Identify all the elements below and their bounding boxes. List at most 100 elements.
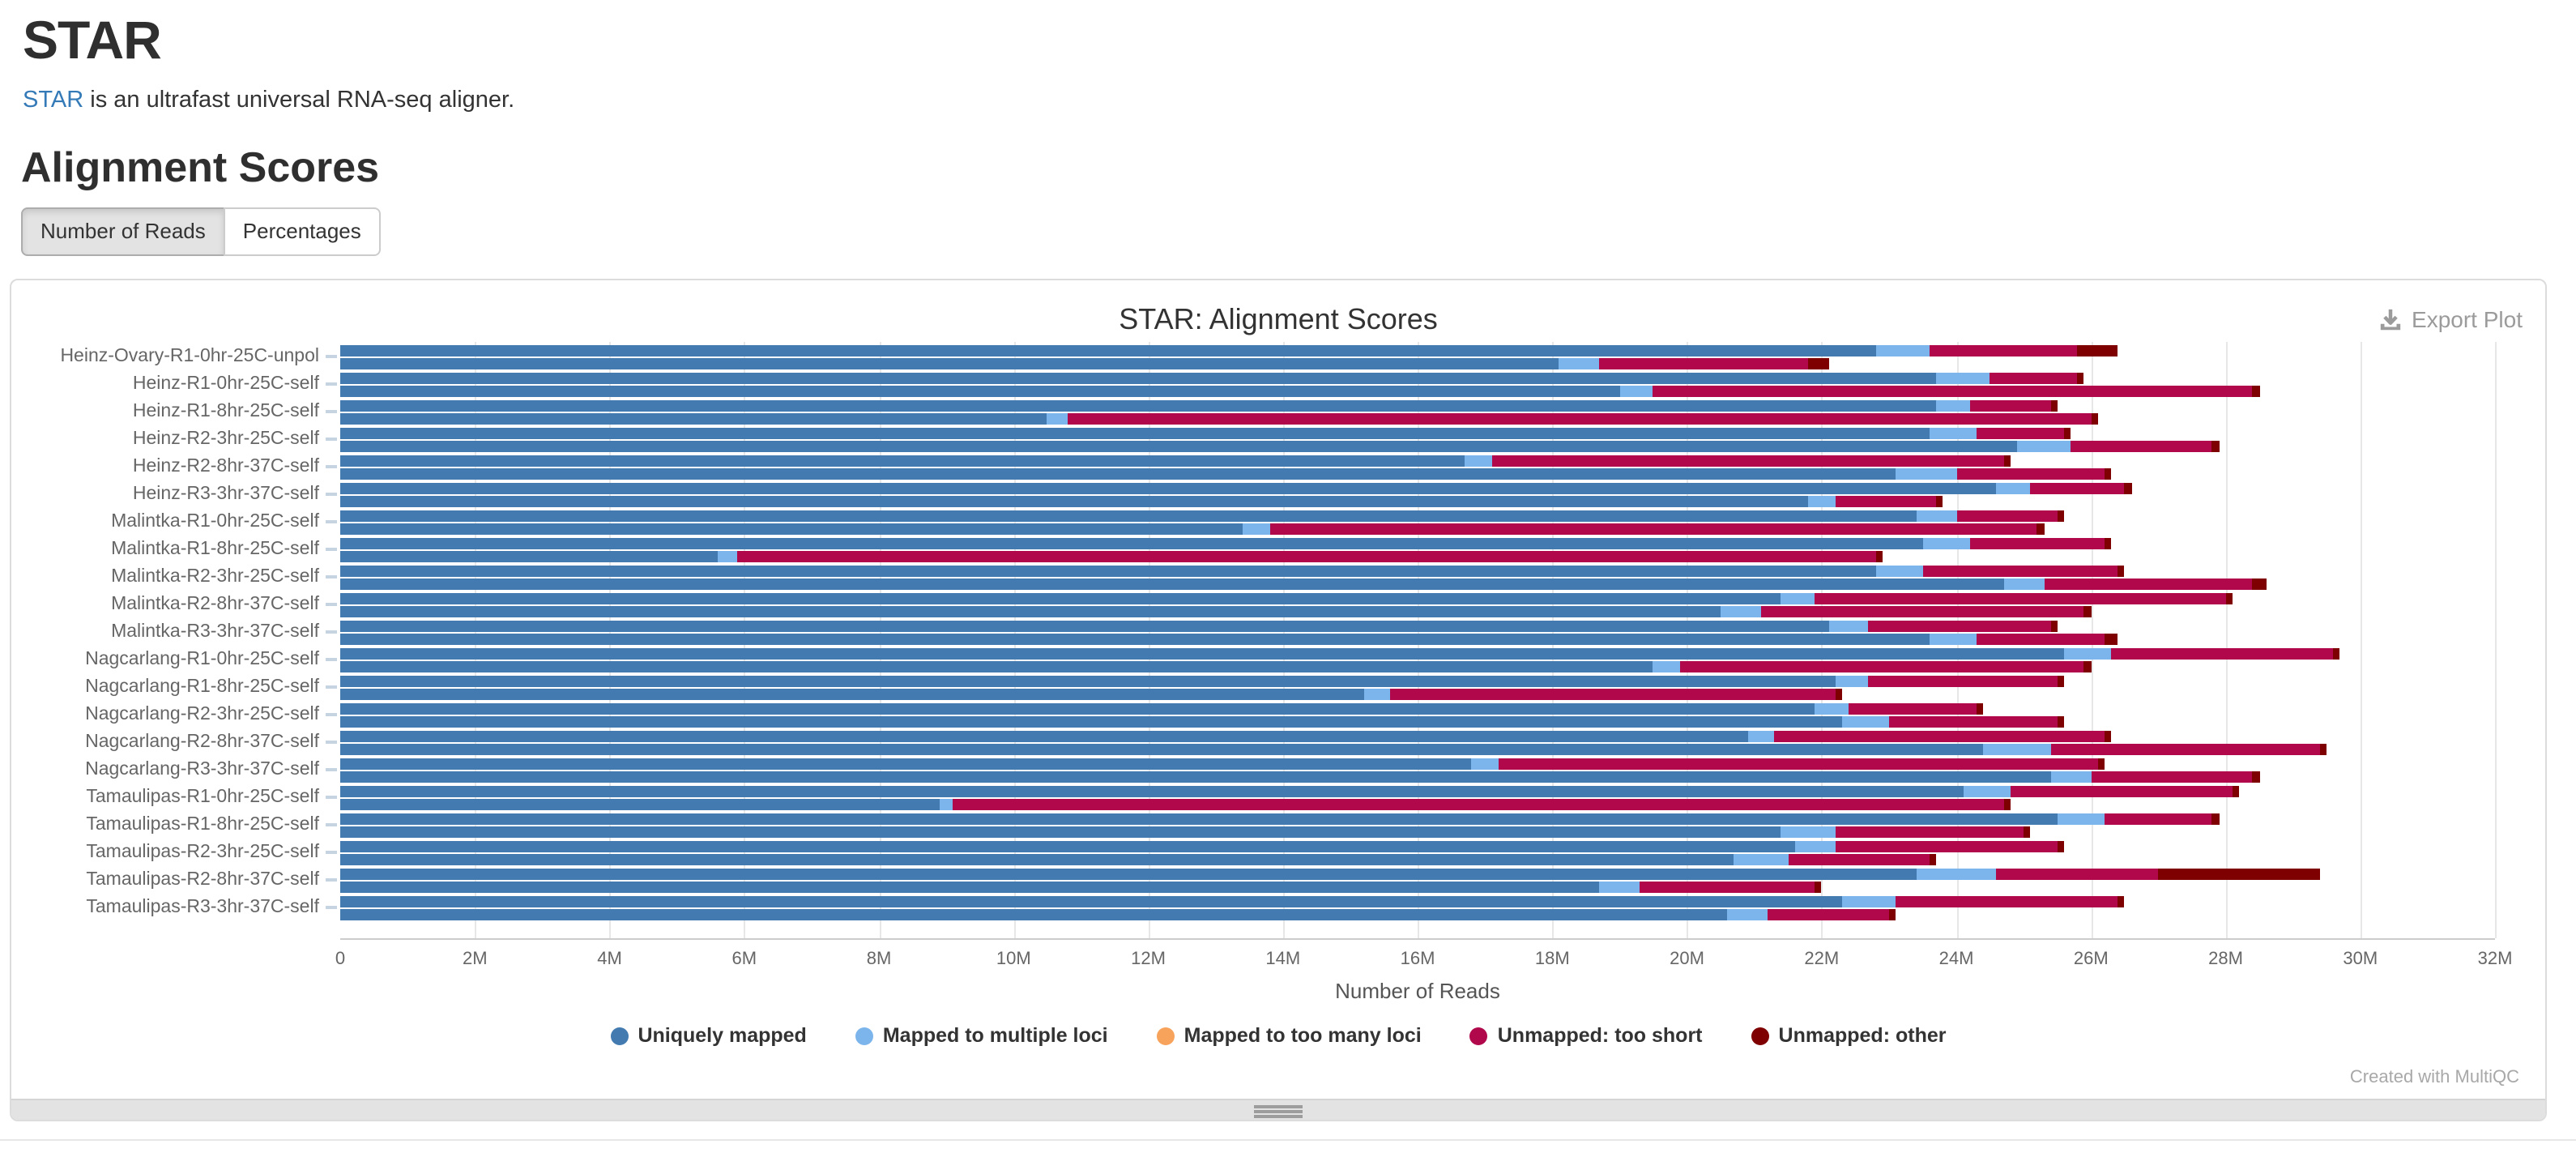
- bar-segment-unmapped-other[interactable]: [2057, 676, 2064, 687]
- bar-tamaulipas-r1-0hr-25c-self-1[interactable]: [340, 786, 2240, 797]
- bar-segment-mapped-to-multiple-loci[interactable]: [1721, 606, 1761, 617]
- bar-segment-mapped-to-multiple-loci[interactable]: [1916, 510, 1956, 522]
- bar-segment-unmapped-other[interactable]: [2057, 716, 2064, 728]
- bar-tamaulipas-r2-8hr-37c-self-2[interactable]: [340, 882, 1822, 893]
- bar-segment-mapped-to-multiple-loci[interactable]: [2064, 648, 2112, 660]
- legend-item-unmapped-other[interactable]: Unmapped: other: [1751, 1024, 1947, 1047]
- plot-resize-strip[interactable]: [11, 1099, 2545, 1120]
- bar-segment-unmapped-too-short[interactable]: [1835, 826, 2024, 838]
- bar-segment-unmapped-too-short[interactable]: [1868, 676, 2058, 687]
- bar-segment-unmapped-too-short[interactable]: [2030, 483, 2125, 494]
- bar-heinz-r1-8hr-25c-self-1[interactable]: [340, 400, 2058, 412]
- bar-tamaulipas-r1-0hr-25c-self-2[interactable]: [340, 799, 2011, 810]
- bar-segment-unmapped-other[interactable]: [2083, 606, 2092, 617]
- bar-segment-mapped-to-multiple-loci[interactable]: [2050, 771, 2092, 783]
- bar-segment-uniquely-mapped[interactable]: [340, 358, 1559, 369]
- bar-segment-uniquely-mapped[interactable]: [340, 676, 1836, 687]
- bar-segment-mapped-to-multiple-loci[interactable]: [2016, 441, 2071, 452]
- bar-segment-uniquely-mapped[interactable]: [340, 496, 1809, 507]
- bar-segment-unmapped-other[interactable]: [2057, 841, 2064, 852]
- bar-segment-uniquely-mapped[interactable]: [340, 826, 1781, 838]
- bar-segment-mapped-to-multiple-loci[interactable]: [1559, 358, 1600, 369]
- bar-tamaulipas-r1-8hr-25c-self-1[interactable]: [340, 813, 2220, 825]
- bar-segment-uniquely-mapped[interactable]: [340, 813, 2058, 825]
- bar-malintka-r1-0hr-25c-self-2[interactable]: [340, 523, 2045, 535]
- bar-segment-unmapped-too-short[interactable]: [1390, 689, 1836, 700]
- bar-segment-uniquely-mapped[interactable]: [340, 606, 1721, 617]
- bar-segment-mapped-to-multiple-loci[interactable]: [1653, 661, 1681, 672]
- bar-tamaulipas-r1-8hr-25c-self-2[interactable]: [340, 826, 2031, 838]
- bar-malintka-r2-3hr-25c-self-1[interactable]: [340, 566, 2125, 577]
- bar-segment-mapped-to-multiple-loci[interactable]: [939, 799, 953, 810]
- bar-segment-unmapped-too-short[interactable]: [1888, 716, 2058, 728]
- bar-segment-unmapped-other[interactable]: [1976, 703, 1984, 715]
- bar-nagcarlang-r3-3hr-37c-self-1[interactable]: [340, 758, 2105, 770]
- bar-segment-mapped-to-multiple-loci[interactable]: [1936, 400, 1970, 412]
- bar-segment-mapped-to-multiple-loci[interactable]: [2003, 578, 2045, 590]
- bar-segment-unmapped-too-short[interactable]: [2044, 578, 2253, 590]
- bar-segment-uniquely-mapped[interactable]: [340, 468, 1896, 480]
- bar-segment-unmapped-too-short[interactable]: [1969, 538, 2105, 549]
- bar-heinz-r1-0hr-25c-self-1[interactable]: [340, 373, 2084, 384]
- bar-segment-uniquely-mapped[interactable]: [340, 538, 1923, 549]
- bar-segment-uniquely-mapped[interactable]: [340, 648, 2064, 660]
- bar-segment-mapped-to-multiple-loci[interactable]: [1841, 896, 1896, 907]
- bar-heinz-r1-8hr-25c-self-2[interactable]: [340, 413, 2098, 425]
- bar-malintka-r3-3hr-37c-self-1[interactable]: [340, 621, 2058, 632]
- bar-heinz-ovary-r1-0hr-25c-unpol-2[interactable]: [340, 358, 1829, 369]
- bar-segment-uniquely-mapped[interactable]: [340, 716, 1842, 728]
- bar-segment-unmapped-too-short[interactable]: [1774, 731, 2105, 742]
- bar-segment-uniquely-mapped[interactable]: [340, 345, 1876, 356]
- bar-segment-mapped-to-multiple-loci[interactable]: [1929, 428, 1977, 439]
- bar-segment-uniquely-mapped[interactable]: [340, 731, 1748, 742]
- bar-segment-unmapped-too-short[interactable]: [2111, 648, 2334, 660]
- bar-segment-unmapped-other[interactable]: [2083, 661, 2092, 672]
- bar-malintka-r1-8hr-25c-self-1[interactable]: [340, 538, 2112, 549]
- bar-segment-uniquely-mapped[interactable]: [340, 621, 1829, 632]
- bar-segment-mapped-to-multiple-loci[interactable]: [1794, 841, 1836, 852]
- bar-heinz-r2-3hr-25c-self-2[interactable]: [340, 441, 2220, 452]
- bar-segment-uniquely-mapped[interactable]: [340, 869, 1917, 880]
- bar-segment-mapped-to-multiple-loci[interactable]: [1963, 786, 2011, 797]
- bar-segment-unmapped-other[interactable]: [2003, 799, 2011, 810]
- bar-segment-unmapped-other[interactable]: [2097, 758, 2105, 770]
- bar-segment-unmapped-other[interactable]: [2091, 413, 2098, 425]
- bar-segment-unmapped-other[interactable]: [2252, 771, 2260, 783]
- bar-segment-unmapped-other[interactable]: [2211, 813, 2220, 825]
- bar-segment-unmapped-other[interactable]: [2104, 538, 2112, 549]
- bar-segment-mapped-to-multiple-loci[interactable]: [1929, 634, 1977, 645]
- bar-segment-uniquely-mapped[interactable]: [340, 413, 1047, 425]
- bar-segment-mapped-to-multiple-loci[interactable]: [1363, 689, 1391, 700]
- bar-segment-unmapped-other[interactable]: [1875, 551, 1883, 562]
- percentages-button[interactable]: Percentages: [223, 207, 381, 256]
- bar-segment-uniquely-mapped[interactable]: [340, 854, 1734, 865]
- bar-tamaulipas-r2-3hr-25c-self-1[interactable]: [340, 841, 2064, 852]
- bar-segment-mapped-to-multiple-loci[interactable]: [1599, 882, 1640, 893]
- bar-segment-unmapped-too-short[interactable]: [1835, 496, 1937, 507]
- bar-segment-uniquely-mapped[interactable]: [340, 758, 1472, 770]
- bar-malintka-r1-0hr-25c-self-1[interactable]: [340, 510, 2064, 522]
- star-link[interactable]: STAR: [23, 88, 84, 113]
- bar-segment-uniquely-mapped[interactable]: [340, 400, 1937, 412]
- bar-nagcarlang-r1-0hr-25c-self-2[interactable]: [340, 661, 2092, 672]
- bar-segment-unmapped-other[interactable]: [2118, 896, 2125, 907]
- bar-segment-unmapped-too-short[interactable]: [1922, 566, 2118, 577]
- bar-nagcarlang-r2-3hr-25c-self-2[interactable]: [340, 716, 2064, 728]
- legend-item-unmapped-too-short[interactable]: Unmapped: too short: [1469, 1024, 1703, 1047]
- bar-segment-mapped-to-multiple-loci[interactable]: [1828, 621, 1869, 632]
- bar-segment-unmapped-other[interactable]: [2232, 786, 2240, 797]
- bar-segment-unmapped-too-short[interactable]: [1269, 523, 2037, 535]
- bar-segment-unmapped-other[interactable]: [1808, 358, 1829, 369]
- bar-segment-unmapped-too-short[interactable]: [1990, 373, 2078, 384]
- bar-heinz-r3-3hr-37c-self-1[interactable]: [340, 483, 2132, 494]
- bar-segment-unmapped-other[interactable]: [2064, 428, 2071, 439]
- bar-segment-unmapped-too-short[interactable]: [1788, 854, 1930, 865]
- bar-segment-mapped-to-multiple-loci[interactable]: [1996, 483, 2031, 494]
- bar-segment-unmapped-other[interactable]: [2225, 593, 2233, 604]
- bar-segment-unmapped-other[interactable]: [2252, 386, 2260, 397]
- bar-segment-unmapped-too-short[interactable]: [2050, 744, 2320, 755]
- bar-segment-unmapped-too-short[interactable]: [1996, 869, 2159, 880]
- export-plot-button[interactable]: Export Plot: [2378, 306, 2523, 332]
- bar-segment-unmapped-other[interactable]: [2333, 648, 2340, 660]
- bar-segment-unmapped-other[interactable]: [2104, 634, 2118, 645]
